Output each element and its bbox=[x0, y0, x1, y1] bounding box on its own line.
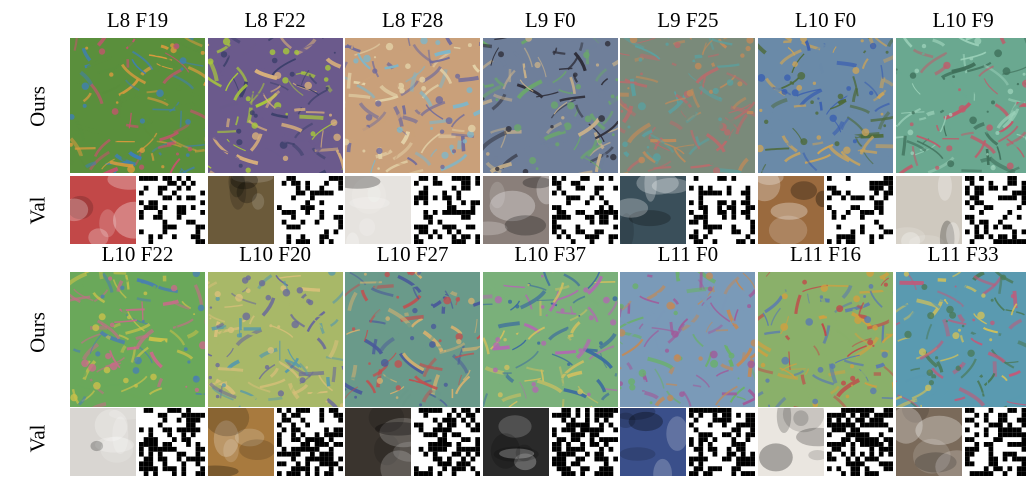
feature-visualization-image bbox=[483, 272, 618, 407]
column-label: L10 F20 bbox=[205, 244, 345, 265]
validation-photo bbox=[345, 176, 411, 244]
column-label: L8 F22 bbox=[205, 10, 345, 31]
column-label: L8 F19 bbox=[68, 10, 208, 31]
validation-photo bbox=[70, 408, 136, 476]
feature-visualization-image bbox=[758, 38, 893, 173]
validation-photo bbox=[620, 408, 686, 476]
validation-photo bbox=[208, 408, 274, 476]
validation-photo bbox=[345, 408, 411, 476]
column-label: L9 F25 bbox=[618, 10, 758, 31]
validation-photo bbox=[483, 408, 549, 476]
activation-mask bbox=[827, 176, 893, 244]
column-label: L11 F0 bbox=[618, 244, 758, 265]
column-label: L10 F22 bbox=[68, 244, 208, 265]
activation-mask bbox=[689, 408, 755, 476]
feature-visualization-image bbox=[208, 272, 343, 407]
activation-mask bbox=[414, 408, 480, 476]
column-label: L10 F0 bbox=[756, 10, 896, 31]
validation-photo bbox=[758, 176, 824, 244]
feature-visualization-image bbox=[620, 272, 755, 407]
feature-visualization-image bbox=[896, 38, 1026, 173]
activation-mask bbox=[277, 176, 343, 244]
column-label: L10 F37 bbox=[480, 244, 620, 265]
row-label-val-bottom: Val bbox=[28, 379, 49, 499]
activation-mask bbox=[552, 408, 618, 476]
column-label: L10 F27 bbox=[343, 244, 483, 265]
row-label-val-top: Val bbox=[28, 151, 49, 271]
column-label: L11 F33 bbox=[893, 244, 1026, 265]
validation-photo bbox=[896, 176, 962, 244]
validation-photo bbox=[896, 408, 962, 476]
activation-mask bbox=[552, 176, 618, 244]
row-label-ours-top: Ours bbox=[28, 47, 49, 167]
activation-mask bbox=[139, 176, 205, 244]
column-label: L10 F9 bbox=[893, 10, 1026, 31]
row-label-ours-bottom: Ours bbox=[28, 273, 49, 393]
activation-mask bbox=[414, 176, 480, 244]
validation-photo bbox=[208, 176, 274, 244]
feature-visualization-image bbox=[620, 38, 755, 173]
feature-visualization-image bbox=[345, 38, 480, 173]
feature-visualization-image bbox=[70, 38, 205, 173]
feature-visualization-image bbox=[345, 272, 480, 407]
feature-visualization-image bbox=[896, 272, 1026, 407]
column-label: L9 F0 bbox=[480, 10, 620, 31]
column-label: L11 F16 bbox=[756, 244, 896, 265]
column-label: L8 F28 bbox=[343, 10, 483, 31]
validation-photo bbox=[70, 176, 136, 244]
activation-mask bbox=[139, 408, 205, 476]
activation-mask bbox=[689, 176, 755, 244]
activation-mask bbox=[277, 408, 343, 476]
validation-photo bbox=[483, 176, 549, 244]
feature-visualization-image bbox=[758, 272, 893, 407]
validation-photo bbox=[758, 408, 824, 476]
validation-photo bbox=[620, 176, 686, 244]
feature-visualization-image bbox=[208, 38, 343, 173]
activation-mask bbox=[965, 408, 1026, 476]
activation-mask bbox=[965, 176, 1026, 244]
activation-mask bbox=[827, 408, 893, 476]
feature-visualization-image bbox=[483, 38, 618, 173]
feature-visualization-image bbox=[70, 272, 205, 407]
